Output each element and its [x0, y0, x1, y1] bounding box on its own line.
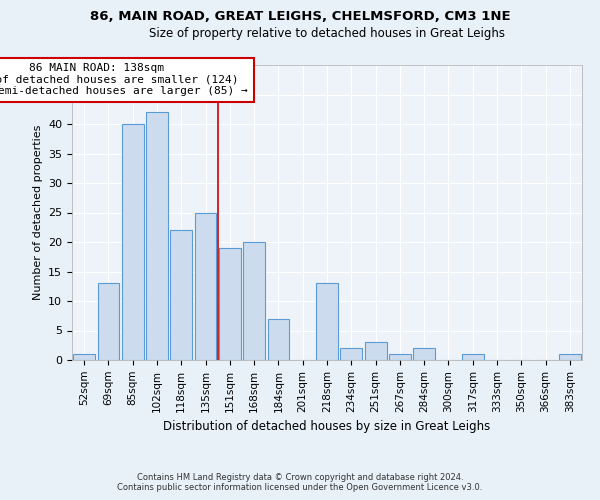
- Bar: [73, 354, 95, 360]
- Text: 86 MAIN ROAD: 138sqm
← 59% of detached houses are smaller (124)
40% of semi-deta: 86 MAIN ROAD: 138sqm ← 59% of detached h…: [0, 63, 248, 96]
- Y-axis label: Number of detached properties: Number of detached properties: [32, 125, 43, 300]
- Text: Contains HM Land Registry data © Crown copyright and database right 2024.
Contai: Contains HM Land Registry data © Crown c…: [118, 473, 482, 492]
- Bar: [97, 284, 119, 360]
- Bar: [219, 248, 241, 360]
- Bar: [365, 342, 386, 360]
- Bar: [194, 212, 217, 360]
- X-axis label: Distribution of detached houses by size in Great Leighs: Distribution of detached houses by size …: [163, 420, 491, 433]
- Bar: [559, 354, 581, 360]
- Bar: [268, 318, 289, 360]
- Bar: [316, 284, 338, 360]
- Bar: [243, 242, 265, 360]
- Bar: [413, 348, 435, 360]
- Bar: [122, 124, 143, 360]
- Bar: [389, 354, 411, 360]
- Bar: [170, 230, 192, 360]
- Bar: [462, 354, 484, 360]
- Text: 86, MAIN ROAD, GREAT LEIGHS, CHELMSFORD, CM3 1NE: 86, MAIN ROAD, GREAT LEIGHS, CHELMSFORD,…: [89, 10, 511, 23]
- Bar: [146, 112, 168, 360]
- Title: Size of property relative to detached houses in Great Leighs: Size of property relative to detached ho…: [149, 27, 505, 40]
- Bar: [340, 348, 362, 360]
